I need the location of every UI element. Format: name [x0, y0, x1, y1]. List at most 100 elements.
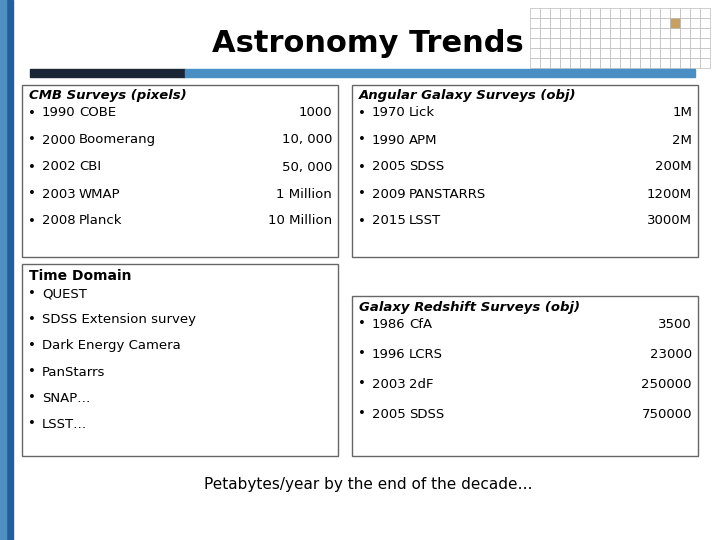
- Text: 50, 000: 50, 000: [282, 160, 332, 173]
- Text: Galaxy Redshift Surveys (obj): Galaxy Redshift Surveys (obj): [359, 300, 580, 314]
- Text: •: •: [358, 408, 366, 421]
- Bar: [550, 8, 560, 18]
- Bar: [640, 28, 650, 38]
- Text: LSST…: LSST…: [42, 417, 87, 430]
- Bar: [700, 28, 710, 38]
- Text: 1986: 1986: [372, 318, 405, 330]
- Bar: [680, 58, 690, 68]
- Bar: [630, 8, 640, 18]
- Bar: [540, 38, 550, 48]
- Bar: [630, 28, 640, 38]
- Text: PANSTARRS: PANSTARRS: [409, 187, 486, 200]
- Bar: [660, 18, 670, 28]
- Bar: [185, 69, 695, 77]
- Bar: [600, 18, 610, 28]
- Bar: [600, 38, 610, 48]
- Bar: [630, 18, 640, 28]
- Text: SDSS: SDSS: [409, 160, 444, 173]
- Bar: [610, 28, 620, 38]
- Bar: [590, 48, 600, 58]
- Text: 10, 000: 10, 000: [282, 133, 332, 146]
- Text: •: •: [28, 160, 36, 173]
- Bar: [540, 48, 550, 58]
- Bar: [0, 0, 13, 540]
- Text: 2000: 2000: [42, 133, 76, 146]
- Bar: [550, 58, 560, 68]
- Text: WMAP: WMAP: [79, 187, 121, 200]
- Bar: [570, 18, 580, 28]
- Text: COBE: COBE: [79, 106, 116, 119]
- Bar: [640, 48, 650, 58]
- Bar: [22, 85, 338, 257]
- Text: CfA: CfA: [409, 318, 432, 330]
- Bar: [620, 48, 630, 58]
- Text: 10 Million: 10 Million: [268, 214, 332, 227]
- Text: •: •: [28, 287, 36, 300]
- Bar: [670, 38, 680, 48]
- Bar: [700, 58, 710, 68]
- Text: •: •: [358, 377, 366, 390]
- Bar: [680, 48, 690, 58]
- Bar: [620, 8, 630, 18]
- Text: •: •: [358, 318, 366, 330]
- Bar: [610, 18, 620, 28]
- Text: APM: APM: [409, 133, 438, 146]
- Text: •: •: [358, 214, 366, 227]
- Text: 1 Million: 1 Million: [276, 187, 332, 200]
- Bar: [580, 28, 590, 38]
- Bar: [600, 58, 610, 68]
- Bar: [680, 18, 690, 28]
- Bar: [700, 8, 710, 18]
- Text: •: •: [28, 392, 36, 404]
- Bar: [560, 38, 570, 48]
- Bar: [530, 8, 540, 18]
- Text: 2005: 2005: [372, 160, 406, 173]
- Bar: [690, 18, 700, 28]
- Bar: [660, 28, 670, 38]
- Text: 1990: 1990: [42, 106, 76, 119]
- Bar: [650, 58, 660, 68]
- Text: 1000: 1000: [298, 106, 332, 119]
- Bar: [700, 38, 710, 48]
- Bar: [590, 38, 600, 48]
- Text: 2005: 2005: [372, 408, 406, 421]
- Text: •: •: [28, 417, 36, 430]
- Bar: [530, 38, 540, 48]
- Text: •: •: [358, 160, 366, 173]
- Text: 2002: 2002: [42, 160, 76, 173]
- Text: CMB Surveys (pixels): CMB Surveys (pixels): [29, 90, 186, 103]
- Bar: [600, 8, 610, 18]
- Text: 200M: 200M: [655, 160, 692, 173]
- Bar: [560, 58, 570, 68]
- Text: SDSS: SDSS: [409, 408, 444, 421]
- Bar: [610, 8, 620, 18]
- Text: 3000M: 3000M: [647, 214, 692, 227]
- Bar: [690, 58, 700, 68]
- Bar: [352, 85, 698, 257]
- Bar: [30, 69, 185, 77]
- Bar: [580, 58, 590, 68]
- Bar: [580, 8, 590, 18]
- Text: Dark Energy Camera: Dark Energy Camera: [42, 340, 181, 353]
- Bar: [580, 18, 590, 28]
- Text: •: •: [28, 214, 36, 227]
- Bar: [670, 58, 680, 68]
- Bar: [570, 48, 580, 58]
- Text: 250000: 250000: [642, 377, 692, 390]
- Bar: [650, 28, 660, 38]
- Text: •: •: [28, 133, 36, 146]
- Text: •: •: [358, 106, 366, 119]
- Text: Angular Galaxy Surveys (obj): Angular Galaxy Surveys (obj): [359, 90, 577, 103]
- Bar: [590, 18, 600, 28]
- Bar: [650, 38, 660, 48]
- Bar: [650, 18, 660, 28]
- Bar: [620, 18, 630, 28]
- Bar: [620, 58, 630, 68]
- Bar: [540, 18, 550, 28]
- Text: 2dF: 2dF: [409, 377, 433, 390]
- Text: 3500: 3500: [658, 318, 692, 330]
- Bar: [670, 18, 680, 28]
- Text: •: •: [28, 366, 36, 379]
- Bar: [530, 18, 540, 28]
- Bar: [660, 8, 670, 18]
